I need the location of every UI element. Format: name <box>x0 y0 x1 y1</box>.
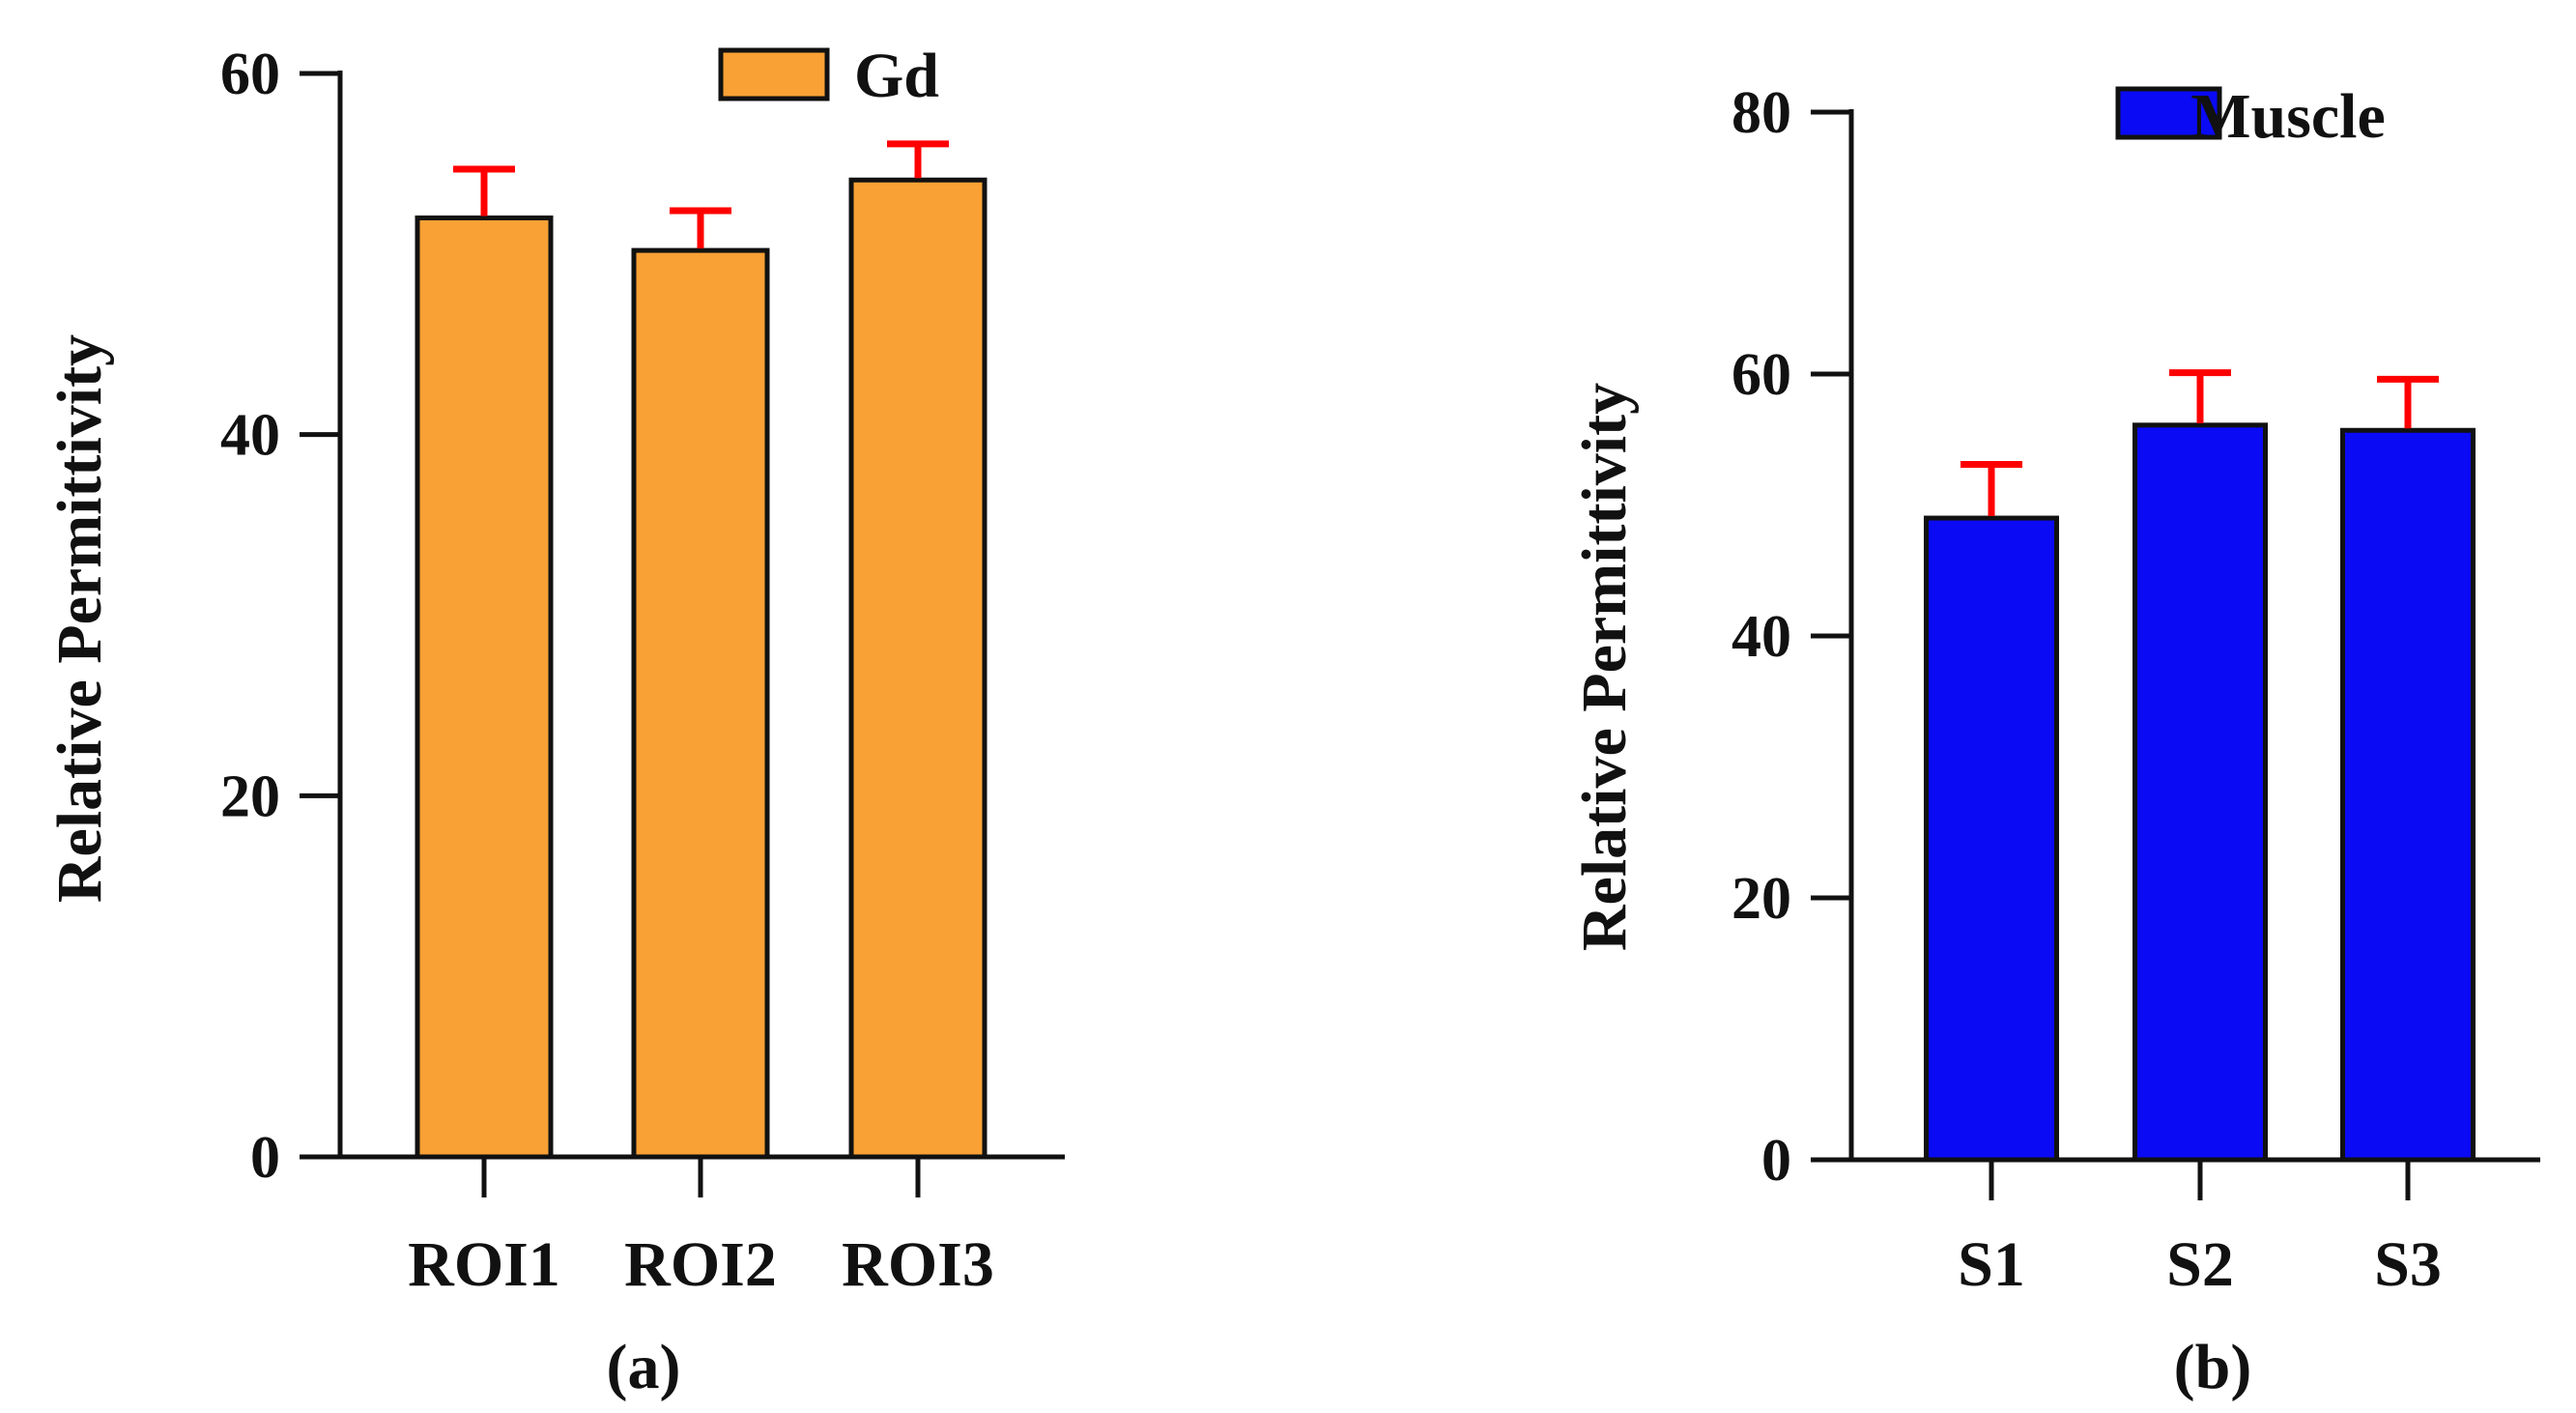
panel-caption: (a) <box>607 1332 681 1402</box>
y-axis-label: Relative Permittivity <box>44 334 115 903</box>
bar <box>631 247 770 1160</box>
legend-swatch <box>2115 86 2222 140</box>
legend-label: Gd <box>854 41 939 111</box>
y-tick-label: 40 <box>220 403 280 469</box>
bar <box>2132 422 2268 1163</box>
x-tick-label: S1 <box>1958 1229 2025 1300</box>
bar <box>848 177 987 1160</box>
chart-panel-b: 0 20 40 60 80 Relative Permittivity S1 S2 S3 Musc… <box>1569 80 2540 1402</box>
bar <box>2340 427 2476 1163</box>
bar <box>415 215 554 1160</box>
x-tick-label: S3 <box>2374 1229 2442 1300</box>
bar <box>1924 515 2059 1163</box>
y-axis-label: Relative Permittivity <box>1569 383 1640 951</box>
y-tick-label: 0 <box>1761 1128 1791 1194</box>
y-tick-label: 0 <box>250 1125 280 1191</box>
y-tick-label: 80 <box>1732 80 1791 146</box>
y-tick-label: 40 <box>1732 604 1791 670</box>
x-tick-label: ROI3 <box>842 1229 994 1300</box>
panel-caption: (b) <box>2174 1332 2252 1402</box>
y-tick-label: 20 <box>220 764 280 829</box>
legend-label: Muscle <box>2190 81 2386 152</box>
x-tick-label: ROI1 <box>408 1229 560 1300</box>
x-tick-label: ROI2 <box>624 1229 777 1300</box>
y-tick-label: 60 <box>220 42 280 107</box>
y-tick-label: 60 <box>1732 342 1791 408</box>
y-tick-label: 20 <box>1732 866 1791 932</box>
chart-panel-a: 0 20 40 60 Relative Permittivity ROI1 ROI2 ROI3… <box>44 41 1065 1402</box>
legend-swatch <box>718 47 830 101</box>
x-tick-label: S2 <box>2166 1229 2234 1300</box>
